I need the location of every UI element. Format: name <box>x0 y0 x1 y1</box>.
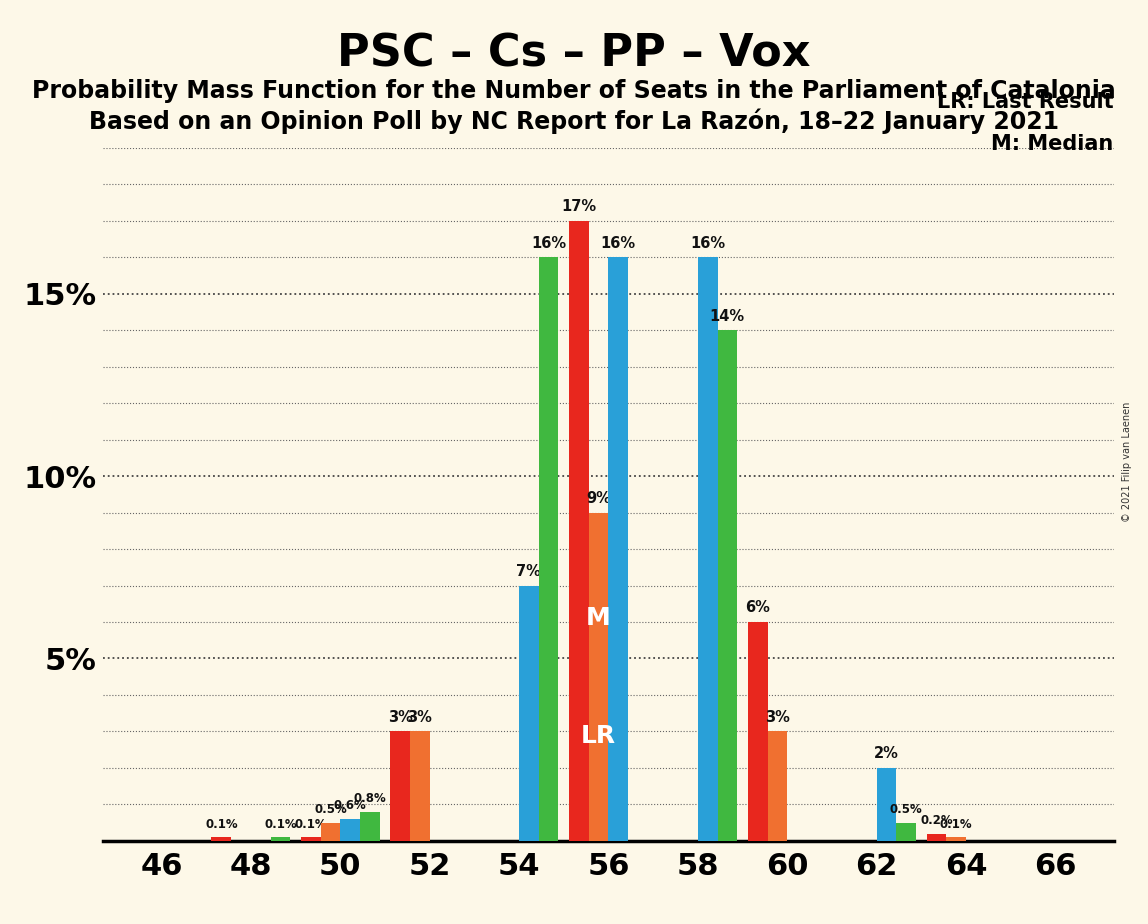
Bar <box>390 732 410 841</box>
Bar <box>768 732 788 841</box>
Bar <box>271 837 290 841</box>
Text: 0.1%: 0.1% <box>264 818 296 831</box>
Text: 16%: 16% <box>532 236 566 250</box>
Bar <box>926 833 946 841</box>
Bar <box>538 257 558 841</box>
Text: 0.5%: 0.5% <box>890 803 923 816</box>
Text: 9%: 9% <box>587 491 611 506</box>
Bar <box>946 837 967 841</box>
Text: 3%: 3% <box>408 710 433 724</box>
Bar <box>410 732 429 841</box>
Text: 3%: 3% <box>765 710 790 724</box>
Bar <box>589 513 608 841</box>
Bar <box>877 768 897 841</box>
Text: LR: Last Result: LR: Last Result <box>937 92 1114 113</box>
Text: 7%: 7% <box>517 564 542 579</box>
Text: 16%: 16% <box>690 236 726 250</box>
Text: 0.1%: 0.1% <box>205 818 238 831</box>
Text: Based on an Opinion Poll by NC Report for La Razón, 18–22 January 2021: Based on an Opinion Poll by NC Report fo… <box>90 108 1058 134</box>
Text: 0.5%: 0.5% <box>315 803 347 816</box>
Text: 3%: 3% <box>388 710 412 724</box>
Bar <box>718 330 737 841</box>
Bar <box>608 257 628 841</box>
Text: M: Median: M: Median <box>992 134 1114 154</box>
Text: 0.8%: 0.8% <box>354 792 386 805</box>
Text: 0.6%: 0.6% <box>334 799 366 812</box>
Bar <box>747 622 768 841</box>
Text: © 2021 Filip van Laenen: © 2021 Filip van Laenen <box>1123 402 1132 522</box>
Text: LR: LR <box>581 723 616 748</box>
Text: 0.2%: 0.2% <box>921 814 953 827</box>
Text: 14%: 14% <box>709 309 745 323</box>
Text: M: M <box>587 605 611 629</box>
Text: Probability Mass Function for the Number of Seats in the Parliament of Catalonia: Probability Mass Function for the Number… <box>32 79 1116 103</box>
Text: 2%: 2% <box>874 747 899 761</box>
Text: PSC – Cs – PP – Vox: PSC – Cs – PP – Vox <box>338 32 810 76</box>
Bar <box>569 221 589 841</box>
Bar <box>320 822 340 841</box>
Bar <box>340 819 360 841</box>
Text: 16%: 16% <box>600 236 636 250</box>
Text: 17%: 17% <box>561 200 597 214</box>
Bar <box>211 837 231 841</box>
Text: 0.1%: 0.1% <box>294 818 327 831</box>
Text: 0.1%: 0.1% <box>940 818 972 831</box>
Bar <box>519 586 538 841</box>
Bar <box>897 822 916 841</box>
Text: 6%: 6% <box>745 601 770 615</box>
Bar <box>301 837 320 841</box>
Bar <box>360 811 380 841</box>
Bar <box>698 257 718 841</box>
